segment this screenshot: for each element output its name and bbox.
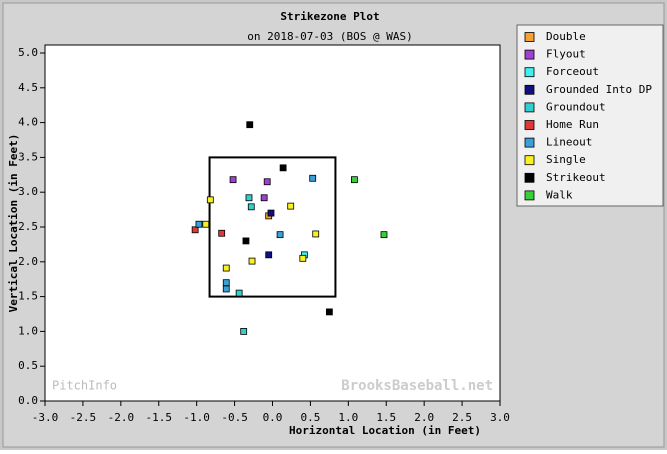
legend-label: Grounded Into DP (546, 83, 652, 96)
legend-swatch (524, 190, 535, 201)
legend-label: Home Run (546, 118, 599, 131)
y-axis-label: Vertical Location (in Feet) (7, 134, 20, 313)
point (222, 279, 230, 287)
y-tick-label: 2.5 (18, 220, 38, 233)
point (350, 176, 358, 184)
legend-label: Groundout (546, 100, 606, 113)
y-tick-label: 3.0 (18, 185, 38, 198)
point (267, 209, 275, 217)
x-tick-label: 0.0 (263, 411, 283, 424)
x-tick-label: 2.0 (414, 411, 434, 424)
point (276, 231, 284, 239)
y-tick-label: 1.0 (18, 324, 38, 337)
point (222, 285, 230, 293)
x-tick-label: 3.0 (490, 411, 510, 424)
legend (516, 24, 664, 207)
point (206, 196, 214, 204)
y-tick-label: 5.0 (18, 46, 38, 59)
point (325, 308, 333, 316)
legend-swatch (524, 32, 535, 42)
chart-title: Strikezone Plot (280, 10, 379, 23)
point (247, 203, 255, 211)
watermark: BrooksBaseball.net (341, 378, 493, 394)
legend-swatch (524, 84, 535, 95)
point (245, 194, 253, 202)
point (263, 178, 271, 186)
y-tick-label: 0.5 (18, 359, 38, 372)
y-tick-label: 4.0 (18, 116, 38, 129)
x-tick-label: -1.5 (146, 411, 173, 424)
point (222, 264, 230, 272)
x-tick-label: -1.0 (183, 411, 210, 424)
point (229, 176, 237, 184)
x-tick-label: 2.5 (452, 411, 472, 424)
y-tick-label: 0.0 (18, 394, 38, 407)
legend-swatch (524, 49, 535, 60)
x-tick-label: -3.0 (32, 411, 59, 424)
legend-swatch (524, 102, 535, 113)
legend-label: Flyout (546, 48, 586, 61)
legend-label: Forceout (546, 65, 599, 78)
point (195, 220, 203, 228)
point (235, 289, 243, 297)
legend-swatch (524, 67, 535, 78)
point (287, 202, 295, 210)
legend-label: Single (546, 153, 586, 166)
point (218, 229, 226, 237)
legend-swatch (524, 155, 535, 166)
legend-label: Walk (546, 188, 573, 201)
point (191, 226, 199, 234)
x-tick-label: 1.5 (376, 411, 396, 424)
y-tick-label: 4.5 (18, 81, 38, 94)
point (309, 174, 317, 182)
point (265, 251, 273, 259)
legend-swatch (524, 120, 535, 130)
watermark: PitchInfo (52, 379, 117, 393)
y-tick-label: 3.5 (18, 150, 38, 163)
legend-swatch (524, 137, 535, 148)
legend-label: Double (546, 30, 586, 43)
legend-label: Lineout (546, 136, 592, 149)
legend-swatch (524, 172, 535, 183)
point (202, 220, 210, 228)
point (240, 327, 248, 335)
point (242, 237, 250, 245)
plot-area (44, 44, 501, 402)
x-tick-label: -2.0 (108, 411, 135, 424)
point (299, 254, 307, 262)
legend-label: Strikeout (546, 171, 606, 184)
point (279, 164, 287, 172)
point (312, 230, 320, 238)
x-axis-label: Horizontal Location (in Feet) (289, 424, 481, 437)
x-tick-label: -2.5 (70, 411, 97, 424)
x-tick-label: 0.5 (300, 411, 320, 424)
chart-subtitle: on 2018-07-03 (BOS @ WAS) (247, 30, 413, 43)
x-tick-label: -0.5 (221, 411, 248, 424)
y-tick-label: 2.0 (18, 255, 38, 268)
point (380, 231, 388, 239)
x-tick-label: 1.0 (338, 411, 358, 424)
point (260, 194, 268, 202)
point (248, 257, 256, 265)
strike-zone (208, 156, 337, 298)
y-tick-label: 1.5 (18, 290, 38, 303)
point (246, 121, 254, 129)
